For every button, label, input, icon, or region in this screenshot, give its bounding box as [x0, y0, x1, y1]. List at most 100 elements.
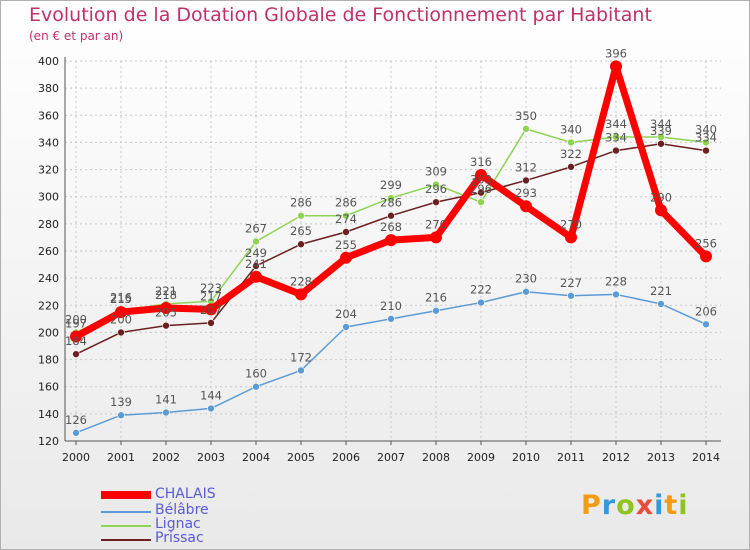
data-point-chalais [475, 169, 487, 181]
data-label-chalais: 396 [605, 46, 627, 60]
data-label-chalais: 290 [650, 190, 672, 204]
data-label-belabre: 228 [605, 274, 627, 288]
data-point-prissac [477, 188, 485, 197]
data-label-lignac: 296 [470, 182, 492, 196]
data-label-chalais: 215 [110, 292, 132, 306]
data-point-lignac [252, 237, 260, 246]
y-tick-label: 340 [38, 136, 59, 149]
x-tick-label: 2014 [692, 451, 720, 464]
data-label-chalais: 218 [155, 288, 177, 302]
data-point-belabre [252, 382, 260, 391]
legend-swatch-chalais [101, 491, 151, 499]
y-tick-label: 220 [38, 299, 59, 312]
x-tick-label: 2011 [557, 451, 585, 464]
data-label-prissac: 200 [110, 312, 132, 326]
data-label-belabre: 227 [560, 276, 582, 290]
data-label-chalais: 217 [200, 289, 222, 303]
data-label-belabre: 139 [110, 395, 132, 409]
y-tick-label: 240 [38, 272, 59, 285]
data-point-lignac [387, 194, 395, 202]
x-tick-label: 2004 [242, 451, 270, 464]
data-label-chalais: 228 [290, 274, 312, 288]
data-point-prissac [207, 319, 215, 327]
data-point-prissac [342, 228, 350, 236]
data-point-chalais [205, 303, 217, 316]
data-label-prissac: 303 [470, 173, 492, 187]
y-tick-label: 160 [38, 381, 59, 394]
logo-letter: r [601, 490, 617, 521]
data-label-lignac: 286 [335, 196, 357, 210]
data-label-lignac: 340 [695, 122, 717, 136]
data-point-prissac [612, 146, 620, 155]
data-point-lignac [477, 198, 485, 206]
data-point-prissac [117, 328, 125, 337]
data-label-belabre: 216 [425, 291, 447, 305]
data-label-chalais: 316 [470, 155, 492, 169]
logo-letter: t [664, 490, 679, 521]
data-label-prissac: 339 [650, 124, 672, 138]
data-label-prissac: 274 [335, 212, 357, 226]
legend-swatch-lignac [101, 525, 151, 527]
data-label-prissac: 334 [695, 131, 717, 145]
data-label-belabre: 141 [155, 393, 177, 407]
data-point-prissac [162, 321, 170, 330]
data-label-lignac: 223 [200, 281, 222, 295]
data-point-lignac [297, 211, 305, 220]
data-point-chalais [70, 330, 82, 343]
x-tick-label: 2007 [377, 451, 405, 464]
logo-letter: o [616, 490, 636, 521]
data-label-chalais: 270 [560, 217, 582, 231]
data-label-belabre: 172 [290, 350, 312, 364]
data-label-prissac: 312 [515, 160, 537, 174]
data-point-chalais [160, 302, 172, 314]
data-label-lignac: 267 [245, 222, 267, 236]
data-label-belabre: 206 [695, 304, 717, 318]
data-point-lignac [567, 138, 575, 147]
data-point-lignac [522, 125, 530, 133]
data-point-lignac [612, 133, 620, 141]
data-point-prissac [657, 139, 665, 148]
data-label-belabre: 222 [470, 283, 492, 297]
data-label-lignac: 221 [155, 284, 177, 298]
y-tick-label: 200 [38, 326, 59, 339]
data-point-chalais [700, 250, 712, 263]
data-point-belabre [702, 320, 710, 329]
y-tick-label: 180 [38, 354, 59, 367]
legend-label-lignac: Lignac [155, 516, 201, 532]
data-label-belabre: 144 [200, 388, 222, 402]
data-label-prissac: 296 [425, 182, 447, 196]
x-tick-label: 2005 [287, 451, 315, 464]
x-tick-label: 2008 [422, 451, 450, 464]
data-point-belabre [522, 287, 530, 296]
data-point-prissac [522, 176, 530, 185]
data-point-belabre [477, 298, 485, 307]
data-point-belabre [297, 366, 305, 375]
x-tick-label: 2009 [467, 451, 495, 464]
data-label-chalais: 255 [335, 238, 357, 252]
data-point-prissac [432, 198, 440, 206]
data-point-belabre [117, 411, 125, 420]
data-label-lignac: 340 [560, 122, 582, 136]
data-label-chalais: 293 [515, 186, 537, 200]
logo-letter: P [581, 490, 602, 521]
data-label-lignac: 350 [515, 109, 537, 123]
data-point-prissac [567, 163, 575, 171]
data-label-belabre: 204 [335, 307, 357, 321]
data-label-belabre: 230 [515, 272, 537, 286]
data-point-chalais [430, 231, 442, 244]
x-tick-label: 2012 [602, 451, 630, 464]
data-label-prissac: 286 [380, 196, 402, 210]
chart-title: Evolution de la Dotation Globale de Fonc… [29, 4, 652, 26]
data-label-belabre: 160 [245, 367, 267, 381]
y-tick-label: 280 [38, 218, 59, 231]
data-label-belabre: 210 [380, 299, 402, 313]
x-tick-label: 2013 [647, 451, 675, 464]
data-point-belabre [432, 306, 440, 315]
data-label-prissac: 205 [155, 306, 177, 320]
data-label-prissac: 184 [65, 334, 87, 348]
x-tick-label: 2002 [152, 451, 180, 464]
x-tick-label: 2003 [197, 451, 225, 464]
data-point-chalais [655, 204, 667, 217]
data-point-prissac [702, 146, 710, 155]
data-label-lignac: 299 [380, 178, 402, 192]
